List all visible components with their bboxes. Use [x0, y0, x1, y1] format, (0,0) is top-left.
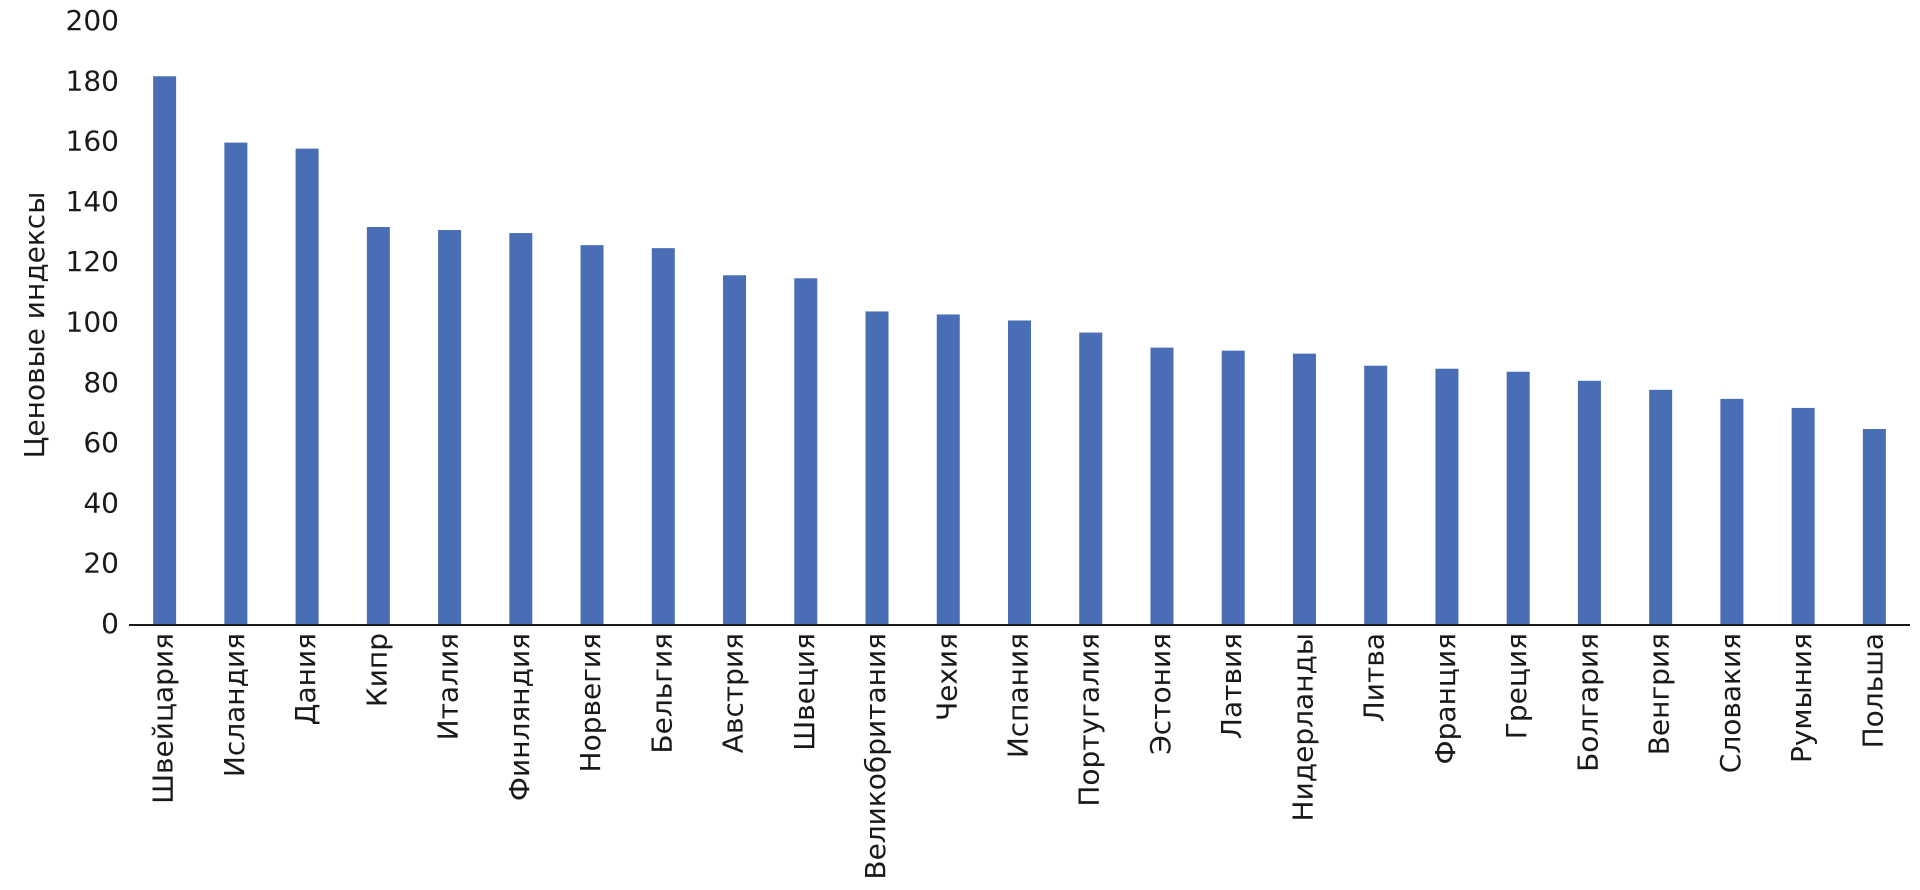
- bar: [295, 148, 319, 625]
- bar: [1008, 320, 1031, 625]
- x-tick-label: Болгария: [1571, 633, 1604, 772]
- y-tick-label: 60: [83, 426, 119, 459]
- bar: [723, 275, 747, 625]
- x-tick-label: Латвия: [1215, 633, 1248, 739]
- y-tick-label: 20: [83, 547, 119, 580]
- y-tick-label: 100: [66, 306, 119, 339]
- x-tick-label: Франция: [1429, 633, 1462, 764]
- bar: [438, 230, 462, 625]
- y-tick-label: 160: [66, 125, 119, 158]
- y-tick-label: 120: [66, 245, 119, 278]
- y-tick-label: 180: [66, 64, 119, 97]
- bar: [1649, 389, 1673, 625]
- y-tick-label: 40: [83, 486, 119, 519]
- x-tick-label: Испания: [1002, 633, 1035, 758]
- y-tick-label: 0: [101, 607, 119, 640]
- x-tick-label: Венгрия: [1643, 633, 1676, 755]
- bar: [509, 233, 533, 626]
- bar: [794, 278, 818, 625]
- y-tick-label: 80: [83, 366, 119, 399]
- x-tick-label: Дания: [289, 633, 322, 725]
- bar: [580, 245, 604, 626]
- bar: [936, 314, 960, 625]
- bar: [1150, 347, 1174, 625]
- y-tick-label: 140: [66, 185, 119, 218]
- bar: [1364, 365, 1388, 625]
- y-tick-label: 200: [66, 4, 119, 37]
- bar: [366, 227, 390, 625]
- x-tick-label: Австрия: [717, 633, 750, 753]
- bar: [1435, 368, 1459, 625]
- bar: [865, 311, 889, 625]
- x-tick-label: Словакия: [1714, 633, 1747, 773]
- x-tick-label: Исландия: [218, 633, 251, 777]
- bar: [1506, 371, 1530, 625]
- x-tick-label: Кипр: [360, 633, 393, 707]
- x-tick-label: Великобритания: [859, 633, 892, 880]
- bar: [651, 248, 675, 625]
- x-tick-label: Италия: [432, 633, 465, 740]
- x-tick-label: Греция: [1500, 633, 1533, 739]
- bar: [1221, 350, 1245, 625]
- x-tick-label: Швейцария: [147, 633, 180, 804]
- y-axis-title: Ценовые индексы: [18, 192, 51, 459]
- x-tick-label: Польша: [1856, 633, 1889, 748]
- x-tick-label: Швеция: [788, 633, 821, 751]
- x-tick-label: Бельгия: [645, 633, 678, 754]
- x-tick-label: Литва: [1358, 633, 1391, 722]
- x-tick-label: Нидерланды: [1286, 633, 1319, 821]
- x-tick-label: Норвегия: [574, 633, 607, 772]
- bar: [1791, 407, 1815, 625]
- x-tick-label: Эстония: [1144, 633, 1177, 755]
- x-tick-label: Португалия: [1073, 633, 1106, 807]
- bar: [224, 142, 248, 625]
- x-tick-label: Чехия: [930, 633, 963, 721]
- x-tick-label: Финляндия: [503, 633, 536, 801]
- bar: [153, 76, 177, 625]
- x-tick-label: Румыния: [1785, 633, 1818, 763]
- bar: [1862, 429, 1886, 625]
- bar: [1720, 398, 1744, 625]
- bar: [1079, 332, 1103, 625]
- bar: [1577, 380, 1601, 625]
- bar: [1292, 353, 1316, 625]
